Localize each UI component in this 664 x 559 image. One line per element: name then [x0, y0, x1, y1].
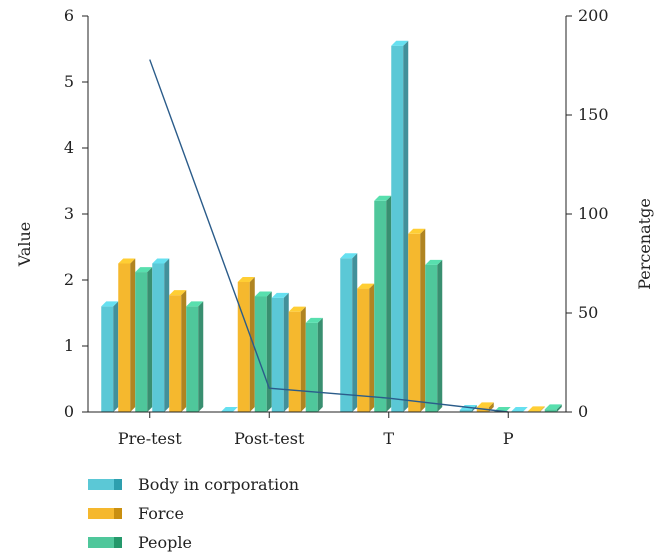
y2-tick-label: 200: [578, 6, 609, 25]
legend-label: Body in corporation: [138, 475, 300, 494]
bar-post-test-1-0: [237, 281, 250, 412]
bar-side: [198, 301, 204, 412]
bar-top: [425, 259, 443, 265]
bar-top: [340, 253, 358, 259]
bar-pre-test-2-0: [135, 272, 148, 412]
bar-t-1-1: [408, 233, 421, 412]
x-tick-label: Pre-test: [118, 429, 182, 448]
bar-side: [369, 283, 375, 412]
bar-top: [476, 402, 494, 408]
legend-swatch: [88, 479, 122, 490]
bar-top: [186, 301, 204, 307]
trend-line-group: [149, 59, 509, 413]
bar-top: [305, 317, 323, 323]
bar-side: [283, 292, 289, 412]
bar-top: [220, 407, 238, 412]
bar-side: [181, 290, 187, 412]
bar-side: [403, 40, 409, 412]
legend: Body in corporation Force People: [88, 470, 299, 557]
bar-side: [317, 317, 323, 412]
bar-top: [408, 228, 426, 234]
bar-top: [152, 258, 170, 264]
bar-top: [374, 195, 392, 201]
bar-post-test-1-1: [288, 311, 301, 412]
bar-top: [118, 258, 136, 264]
bar-post-test-0-1: [271, 297, 284, 412]
bar-pre-test-2-1: [186, 306, 199, 412]
legend-swatch: [88, 537, 122, 548]
x-tick-label: P: [503, 429, 514, 448]
legend-label: People: [138, 533, 192, 552]
bar-top: [271, 292, 289, 298]
bar-t-2-1: [425, 264, 438, 412]
bar-top: [101, 301, 119, 307]
bar-top: [169, 290, 187, 296]
y-tick-label: 6: [64, 6, 74, 25]
y2-tick-label: 0: [578, 402, 588, 421]
bar-side: [266, 291, 272, 412]
bar-t-0-1: [391, 45, 404, 412]
bar-p-0-0: [459, 410, 472, 412]
bar-top: [544, 404, 562, 410]
legend-item-body-in-corporation: Body in corporation: [88, 470, 299, 499]
bar-side: [556, 404, 562, 412]
bar-pre-test-1-1: [169, 295, 182, 412]
bar-pre-test-0-0: [101, 306, 114, 412]
bar-top: [237, 276, 255, 282]
bar-side: [352, 253, 358, 412]
bar-t-2-0: [374, 200, 387, 412]
bar-top: [391, 40, 409, 46]
bar-side: [420, 228, 426, 412]
bar-side: [113, 301, 119, 412]
trend-line: [149, 59, 509, 413]
legend-swatch: [88, 508, 122, 519]
y-tick-label: 4: [64, 138, 74, 157]
x-tick-label: T: [383, 429, 394, 448]
bars-group: [101, 40, 562, 412]
y-tick-label: 1: [64, 336, 74, 355]
bar-side: [147, 267, 153, 412]
bar-top: [357, 283, 375, 289]
bar-side: [164, 258, 170, 412]
bar-side: [539, 406, 545, 412]
y-tick-label: 3: [64, 204, 74, 223]
bar-t-0-0: [340, 258, 353, 412]
bar-top: [135, 267, 153, 273]
legend-item-force: Force: [88, 499, 299, 528]
bar-top: [510, 407, 528, 412]
axes-group: 0 1 2 3 4 5 6 0 50 100 150 200 Pre-test Post-test T P: [64, 6, 609, 448]
y2-tick-label: 100: [578, 204, 609, 223]
legend-item-people: People: [88, 528, 299, 557]
bar-pre-test-1-0: [118, 263, 131, 412]
bar-side: [386, 195, 392, 412]
bar-t-1-0: [357, 288, 370, 412]
y2-tick-label: 150: [578, 105, 609, 124]
bar-post-test-2-0: [254, 296, 267, 412]
bar-side: [130, 258, 136, 412]
bar-side: [437, 259, 443, 412]
bar-top: [527, 406, 545, 412]
y-tick-label: 2: [64, 270, 74, 289]
y-tick-label: 5: [64, 72, 74, 91]
bar-top: [254, 291, 272, 297]
legend-label: Force: [138, 504, 184, 523]
bar-top: [288, 306, 306, 312]
y-axis-title: Value: [15, 222, 34, 268]
y2-axis-title: Percenatge: [635, 198, 654, 290]
x-tick-label: Post-test: [234, 429, 305, 448]
y-tick-label: 0: [64, 402, 74, 421]
bar-pre-test-0-1: [152, 263, 165, 412]
bar-side: [249, 276, 255, 412]
bar-p-2-1: [544, 409, 557, 412]
y2-tick-label: 50: [578, 303, 598, 322]
bar-post-test-2-1: [305, 322, 318, 412]
bar-side: [300, 306, 306, 412]
